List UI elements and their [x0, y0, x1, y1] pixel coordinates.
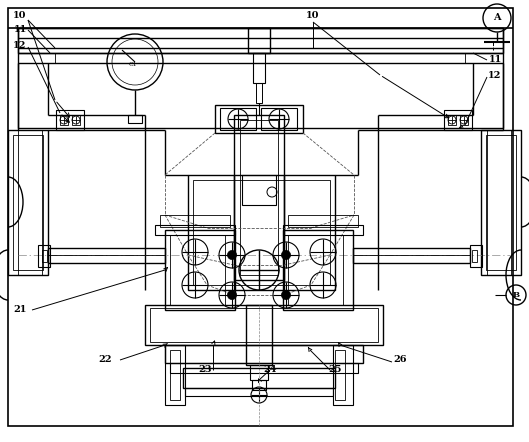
Bar	[170, 363, 358, 373]
Bar	[481, 130, 521, 275]
Circle shape	[227, 251, 236, 259]
Bar	[145, 305, 383, 345]
Bar	[165, 345, 185, 405]
Bar	[188, 175, 335, 290]
Bar	[165, 345, 363, 363]
Circle shape	[281, 290, 290, 300]
Text: 24: 24	[263, 366, 277, 374]
Text: 21: 21	[13, 305, 26, 315]
Text: C1: C1	[129, 61, 138, 66]
Text: 11: 11	[13, 26, 26, 34]
Bar	[72, 115, 80, 125]
Bar	[252, 380, 266, 390]
Bar	[185, 388, 333, 396]
Bar	[170, 350, 180, 400]
Bar	[335, 350, 345, 400]
Bar	[472, 250, 477, 262]
Circle shape	[227, 290, 236, 300]
Bar	[288, 235, 343, 305]
Text: 10: 10	[13, 11, 27, 19]
Bar	[183, 368, 335, 388]
Bar	[460, 115, 468, 125]
Text: 12: 12	[488, 71, 501, 80]
Bar	[448, 115, 456, 125]
Circle shape	[281, 251, 290, 259]
Bar	[470, 245, 482, 267]
Text: 26: 26	[393, 355, 407, 365]
Bar	[155, 225, 235, 235]
Bar	[60, 115, 68, 125]
Bar	[170, 235, 225, 305]
Bar	[128, 115, 142, 123]
Text: A: A	[493, 14, 501, 23]
Bar	[250, 365, 268, 380]
Bar	[240, 120, 278, 275]
Bar	[253, 53, 265, 83]
Bar	[42, 250, 47, 262]
Text: 11: 11	[488, 56, 501, 65]
Bar	[256, 83, 262, 103]
Bar	[486, 135, 516, 270]
Bar	[444, 110, 472, 130]
Bar	[13, 135, 43, 270]
Text: 22: 22	[98, 355, 112, 365]
Bar	[353, 248, 470, 263]
Text: 25: 25	[329, 366, 342, 374]
Bar	[18, 28, 503, 128]
Bar	[353, 255, 470, 263]
Bar	[288, 215, 358, 227]
Bar	[215, 105, 303, 133]
Bar	[283, 225, 363, 235]
Text: B: B	[513, 291, 519, 299]
Bar	[48, 248, 165, 263]
Bar	[242, 175, 276, 205]
Text: 23: 23	[198, 366, 212, 374]
Bar	[38, 245, 50, 267]
Text: 10: 10	[306, 11, 320, 19]
Bar	[150, 308, 378, 342]
Text: 12: 12	[13, 41, 26, 50]
Bar	[333, 345, 353, 405]
Bar	[220, 108, 256, 130]
Bar	[56, 110, 84, 130]
Bar	[8, 130, 48, 275]
Bar	[248, 28, 270, 53]
Bar	[246, 305, 272, 365]
Bar	[283, 230, 353, 310]
Bar	[18, 28, 503, 53]
Bar	[165, 230, 235, 310]
Bar	[193, 180, 330, 285]
Bar	[160, 215, 230, 227]
Bar	[48, 255, 165, 263]
Bar	[234, 115, 284, 280]
Bar	[261, 108, 297, 130]
